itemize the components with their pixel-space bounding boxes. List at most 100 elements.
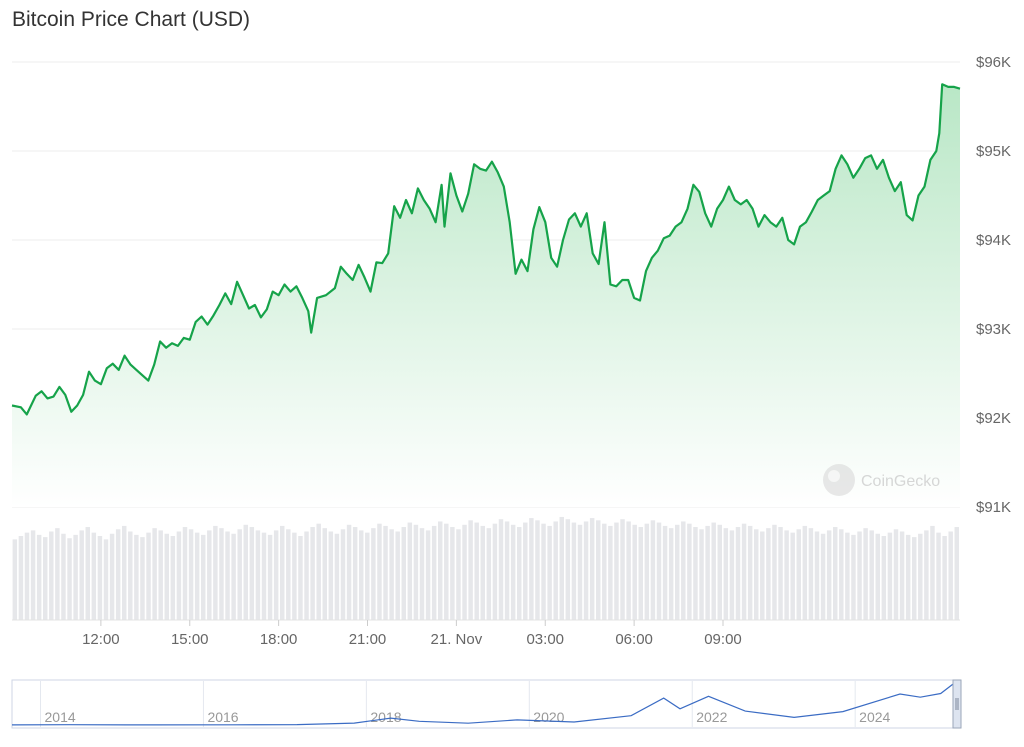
volume-bar xyxy=(30,530,36,620)
volume-bar xyxy=(924,530,929,620)
volume-bar xyxy=(365,532,370,620)
navigator[interactable]: 2014 2016 2018 2020 2022 2024 xyxy=(11,679,958,729)
navigator-year-label: 2024 xyxy=(859,709,890,725)
volume-bar xyxy=(304,531,309,620)
volume-bar xyxy=(529,518,534,620)
volume-bar xyxy=(839,529,844,620)
volume-bar xyxy=(462,524,467,620)
volume-bar xyxy=(498,519,504,620)
volume-bar xyxy=(273,530,279,620)
volume-bar xyxy=(826,530,832,620)
volume-bar xyxy=(213,525,218,620)
price-area-layer xyxy=(11,83,961,508)
navigator-year-label: 2020 xyxy=(533,709,564,725)
volume-bar xyxy=(650,520,656,620)
volume-bar xyxy=(334,533,340,620)
volume-bar xyxy=(523,522,528,620)
volume-bar xyxy=(687,523,692,620)
volume-bar xyxy=(486,528,492,620)
volume-bar xyxy=(626,521,631,620)
volume-bar xyxy=(24,532,30,620)
volume-bar xyxy=(49,531,54,620)
volume-bar xyxy=(371,528,376,620)
volume-bar xyxy=(450,527,455,620)
volume-bar xyxy=(492,523,498,620)
volume-bar xyxy=(188,529,194,620)
volume-bar xyxy=(73,534,78,620)
volume-bar xyxy=(735,527,741,620)
volume-bar xyxy=(231,533,236,620)
volume-bar xyxy=(437,521,443,620)
volume-bar xyxy=(887,532,893,620)
price-area-fill xyxy=(12,84,960,508)
volume-bar xyxy=(893,529,899,620)
volume-bar xyxy=(286,529,291,620)
volume-bar xyxy=(942,536,947,620)
volume-bar xyxy=(12,539,18,620)
volume-bar xyxy=(820,533,826,620)
time-axis: 12:00 15:00 18:00 21:00 21. Nov 03:00 06:00 09:… xyxy=(82,620,742,648)
volume-bar xyxy=(267,534,273,620)
volume-bar xyxy=(358,530,364,620)
navigator-frame xyxy=(11,679,958,729)
x-tick-label: 09:00 xyxy=(704,631,742,648)
navigator-handle[interactable] xyxy=(952,679,962,729)
volume-bar xyxy=(936,532,941,620)
volume-bar xyxy=(674,524,680,620)
volume-bar xyxy=(516,527,522,620)
volume-bar xyxy=(905,534,911,620)
volume-bar xyxy=(140,537,145,620)
volume-bar xyxy=(103,539,109,620)
volume-bar xyxy=(911,537,917,620)
volume-bar xyxy=(431,525,437,620)
volume-bar xyxy=(18,536,24,620)
price-axis: $96K $95K $94K $93K $92K $91K xyxy=(976,54,1011,516)
volume-bar xyxy=(128,531,133,620)
navigator-year-label: 2022 xyxy=(696,709,727,725)
volume-bar xyxy=(802,525,808,620)
volume-bar xyxy=(152,528,157,620)
volume-bar xyxy=(705,525,710,620)
volume-bar xyxy=(504,521,510,620)
volume-bar xyxy=(620,519,625,620)
volume-bar xyxy=(510,524,516,620)
x-tick-label: 21:00 xyxy=(349,631,387,648)
volume-bar xyxy=(796,529,801,620)
volume-bar xyxy=(261,532,267,620)
navigator-year-label: 2014 xyxy=(45,709,76,725)
volume-bar xyxy=(559,516,564,620)
volume-bar xyxy=(219,528,224,620)
volume-bar xyxy=(571,522,577,620)
volume-bar xyxy=(948,531,953,620)
volume-bar xyxy=(225,531,230,620)
volume-bar xyxy=(681,521,686,620)
volume-bar xyxy=(249,527,255,620)
volume-bar xyxy=(832,527,838,620)
volume-bar xyxy=(589,518,595,620)
volume-bar xyxy=(790,532,795,620)
price-line xyxy=(11,83,961,416)
volume-bar xyxy=(468,520,473,620)
x-tick-label: 15:00 xyxy=(171,631,209,648)
volume-bar xyxy=(279,525,285,620)
volume-bar xyxy=(553,521,558,620)
volume-bar xyxy=(425,530,431,620)
volume-bar xyxy=(383,525,388,620)
watermark-text: CoinGecko xyxy=(861,473,940,490)
x-tick-label: 21. Nov xyxy=(431,631,483,648)
volume-bar xyxy=(176,531,182,620)
volume-bar xyxy=(747,525,753,620)
volume-bar xyxy=(638,527,643,620)
volume-bar xyxy=(851,534,856,620)
volume-bar xyxy=(741,523,747,620)
volume-bar xyxy=(444,523,449,620)
volume-bar xyxy=(723,528,729,620)
page-title: Bitcoin Price Chart (USD) xyxy=(12,8,251,31)
volume-bar xyxy=(36,534,42,620)
volume-bar xyxy=(237,529,242,620)
volume-bar xyxy=(668,528,674,620)
navigator-year-label: 2016 xyxy=(207,709,238,725)
gecko-logo-icon xyxy=(823,464,855,496)
x-tick-label: 03:00 xyxy=(526,631,564,648)
